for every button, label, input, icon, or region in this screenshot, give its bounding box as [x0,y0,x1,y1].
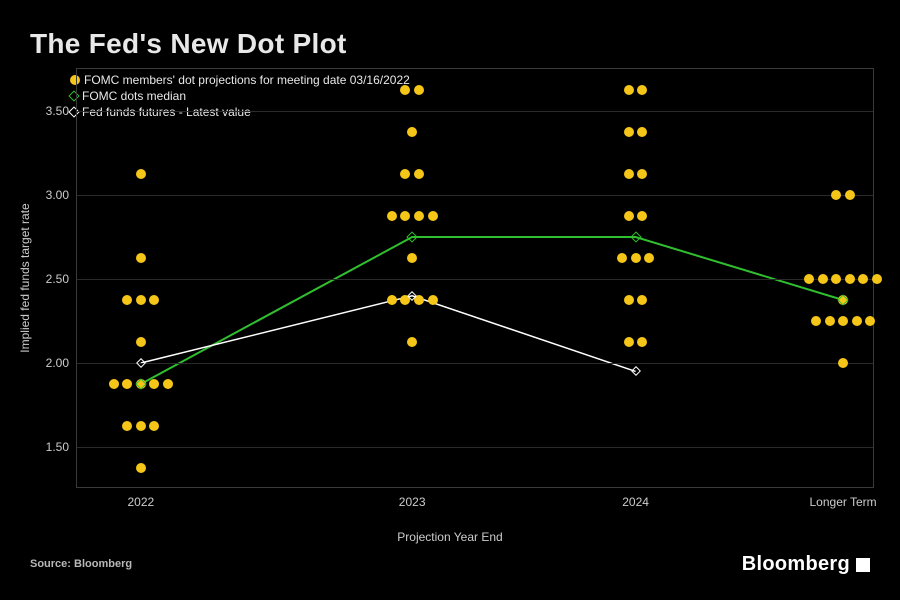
projection-dot [624,295,634,305]
projection-dot [407,253,417,263]
y-axis-label: Implied fed funds target rate [18,203,32,352]
projection-dot [637,85,647,95]
projection-dot [387,211,397,221]
y-tick-label: 2.50 [46,272,77,286]
projection-dot [400,85,410,95]
projection-dot [624,337,634,347]
y-gridline [77,279,873,280]
y-gridline [77,111,873,112]
projection-dot [845,190,855,200]
projection-dot [818,274,828,284]
projection-dot [122,295,132,305]
projection-dot [624,127,634,137]
projection-dot [838,358,848,368]
projection-dot [644,253,654,263]
projection-dot [136,463,146,473]
projection-dot [414,211,424,221]
x-tick-label: Longer Term [810,487,877,509]
projection-dot [163,379,173,389]
projection-dot [122,421,132,431]
y-gridline [77,363,873,364]
y-tick-label: 3.50 [46,104,77,118]
chart-container: The Fed's New Dot Plot FOMC members' dot… [0,0,900,600]
y-gridline [77,447,873,448]
projection-dot [858,274,868,284]
projection-dot [109,379,119,389]
projection-dot [149,295,159,305]
projection-dot [136,253,146,263]
projection-dot [825,316,835,326]
projection-dot [811,316,821,326]
projection-dot [852,316,862,326]
x-tick-label: 2022 [127,487,154,509]
projection-dot [624,169,634,179]
projection-dot [136,295,146,305]
x-tick-label: 2023 [399,487,426,509]
projection-dot [387,295,397,305]
projection-dot [407,337,417,347]
x-tick-label: 2024 [622,487,649,509]
projection-dot [872,274,882,284]
projection-dot [637,211,647,221]
projection-dot [831,274,841,284]
projection-dot [631,253,641,263]
projection-dot [400,211,410,221]
chart-title: The Fed's New Dot Plot [30,28,347,60]
y-gridline [77,195,873,196]
y-tick-label: 3.00 [46,188,77,202]
watermark: Bloomberg [742,553,870,576]
futures-line [141,296,636,372]
projection-dot [838,316,848,326]
watermark-text: Bloomberg [742,553,850,576]
projection-dot [624,211,634,221]
projection-dot [414,169,424,179]
y-tick-label: 2.00 [46,356,77,370]
plot-area: 1.502.002.503.003.50202220232024Longer T… [76,68,874,488]
projection-dot [149,421,159,431]
projection-dot [804,274,814,284]
projection-dot [407,127,417,137]
projection-dot [400,169,410,179]
projection-dot [414,85,424,95]
projection-dot [122,379,132,389]
projection-dot [428,211,438,221]
source-text: Source: Bloomberg [30,558,132,570]
projection-dot [136,169,146,179]
projection-dot [831,190,841,200]
projection-dot [865,316,875,326]
projection-dot [845,274,855,284]
projection-dot [149,379,159,389]
projection-dot [637,295,647,305]
y-tick-label: 1.50 [46,440,77,454]
x-axis-label: Projection Year End [397,530,502,544]
median-line [141,237,843,384]
projection-dot [617,253,627,263]
watermark-icon [856,558,870,572]
projection-dot [428,295,438,305]
line-layer [77,69,873,487]
projection-dot [136,421,146,431]
projection-dot [624,85,634,95]
projection-dot [637,169,647,179]
projection-dot [637,127,647,137]
projection-dot [136,337,146,347]
projection-dot [637,337,647,347]
